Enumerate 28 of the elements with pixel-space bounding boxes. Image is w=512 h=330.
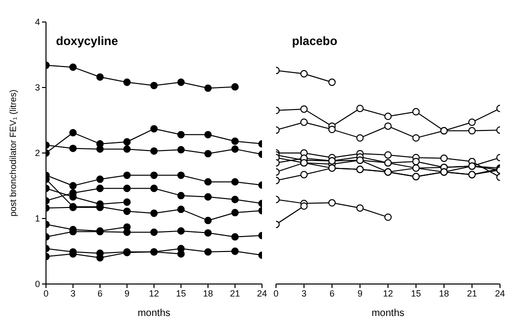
y-tick-label: 3 bbox=[34, 82, 40, 93]
x-tick-label: 0 bbox=[273, 288, 279, 298]
y-tick-label: 2 bbox=[34, 148, 40, 158]
x-tick-label: 18 bbox=[202, 288, 214, 298]
text: placebo bbox=[292, 34, 338, 48]
y-tick-label: 1 bbox=[34, 214, 40, 224]
x-tick-label: 21 bbox=[466, 288, 478, 298]
x-tick-label: 15 bbox=[410, 288, 422, 298]
x-tick-label: 9 bbox=[124, 288, 130, 298]
x-axis-title: months bbox=[372, 308, 404, 319]
x-tick-label: 6 bbox=[97, 288, 103, 298]
text: doxycyline bbox=[56, 34, 118, 48]
x-tick-label: 9 bbox=[357, 288, 363, 298]
x-tick-label: 0 bbox=[43, 288, 49, 298]
y-tick-label: 0 bbox=[34, 279, 40, 290]
y-tick-label: 4 bbox=[34, 17, 40, 28]
x-tick-label: 21 bbox=[230, 288, 240, 298]
x-tick-label: 6 bbox=[329, 288, 335, 298]
x-tick-label: 24 bbox=[494, 288, 506, 298]
x-tick-label: 15 bbox=[176, 288, 186, 298]
x-tick-label: 3 bbox=[70, 288, 76, 298]
y-axis-title: post bronchodilator FEV₁ (litres) bbox=[8, 89, 18, 217]
x-axis-title: months bbox=[138, 308, 170, 319]
x-tick-label: 18 bbox=[438, 288, 450, 298]
x-tick-label: 12 bbox=[148, 288, 160, 298]
x-tick-label: 3 bbox=[301, 288, 307, 298]
x-tick-label: 24 bbox=[256, 288, 268, 298]
x-tick-label: 12 bbox=[382, 288, 394, 298]
